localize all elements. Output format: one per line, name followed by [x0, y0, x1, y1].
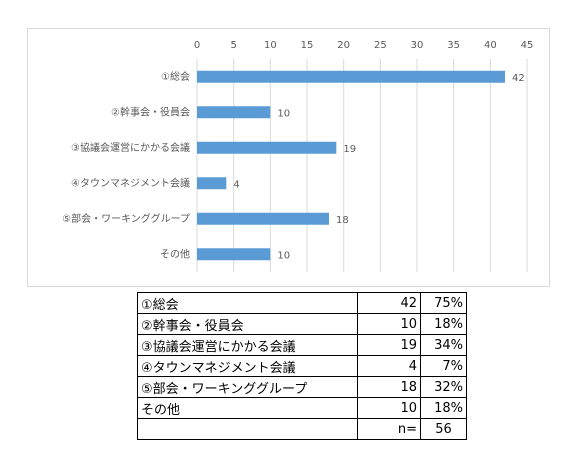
table-cell	[137, 418, 358, 440]
y-tick-label: ④タウンマネジメント会議	[71, 176, 190, 189]
table-cell: n=	[357, 418, 421, 440]
bar	[197, 106, 271, 119]
table-row: ③協議会運営にかかる会議 19 34%	[137, 334, 467, 356]
table-cell: 19	[357, 334, 421, 356]
x-tick-label: 0	[194, 40, 200, 51]
y-tick-label: ①総会	[161, 70, 190, 83]
bar	[197, 212, 329, 225]
y-tick-label: ⑤部会・ワーキンググループ	[62, 212, 190, 225]
x-tick-label: 35	[447, 40, 460, 51]
bar	[197, 70, 505, 83]
table-cell: 10	[357, 397, 421, 419]
y-tick-label: その他	[160, 247, 190, 260]
x-tick-label: 40	[484, 40, 497, 51]
table-row: ①総会 42 75%	[137, 292, 467, 314]
table-cell: ⑤部会・ワーキンググループ	[137, 376, 358, 398]
data-table: ①総会 42 75% ②幹事会・役員会 10 18% ③協議会運営にかかる会議 19 34% ④タ…	[137, 292, 467, 440]
bar	[197, 141, 337, 154]
bar	[197, 248, 271, 261]
table-row: ⑤部会・ワーキンググループ 18 32%	[137, 376, 467, 398]
table-cell: ②幹事会・役員会	[137, 313, 358, 335]
table-row: その他 10 18%	[137, 397, 467, 419]
table-cell: 18%	[420, 397, 467, 419]
value-label: 10	[277, 108, 290, 119]
table-row: ②幹事会・役員会 10 18%	[137, 313, 467, 335]
chart: 0 5 10 15 20 25 30 35 40 45 ①総会 42 ②幹事会・役員会 10 ③協議会運営に…	[27, 28, 550, 287]
bar	[197, 177, 227, 190]
table-cell: 4	[357, 355, 421, 377]
chart-frame	[27, 28, 550, 287]
x-tick-label: 5	[230, 40, 236, 51]
value-label: 10	[277, 250, 290, 261]
x-tick-label: 15	[301, 40, 314, 51]
value-label: 19	[343, 144, 356, 155]
table-cell: ①総会	[137, 292, 358, 314]
table-cell: 18	[357, 376, 421, 398]
x-tick-label: 10	[264, 40, 277, 51]
table-cell: 34%	[420, 334, 467, 356]
y-tick-label: ③協議会運営にかかる会議	[71, 141, 190, 154]
table-cell: ④タウンマネジメント会議	[137, 355, 358, 377]
table-cell: 42	[357, 292, 421, 314]
value-label: 18	[336, 215, 349, 226]
table-cell: 32%	[420, 376, 467, 398]
table-cell: その他	[137, 397, 358, 419]
x-tick-label: 20	[337, 40, 350, 51]
x-tick-label: 30	[411, 40, 424, 51]
table-cell: 56	[420, 418, 467, 440]
value-label: 42	[512, 73, 525, 84]
table-cell: 18%	[420, 313, 467, 335]
x-tick-label: 45	[521, 40, 534, 51]
table-row: n= 56	[137, 418, 467, 440]
table-cell: ③協議会運営にかかる会議	[137, 334, 358, 356]
table-cell: 75%	[420, 292, 467, 314]
y-tick-label: ②幹事会・役員会	[111, 105, 190, 118]
table-row: ④タウンマネジメント会議 4 7%	[137, 355, 467, 377]
table-cell: 7%	[420, 355, 467, 377]
x-tick-label: 25	[374, 40, 387, 51]
table-cell: 10	[357, 313, 421, 335]
value-label: 4	[233, 179, 239, 190]
